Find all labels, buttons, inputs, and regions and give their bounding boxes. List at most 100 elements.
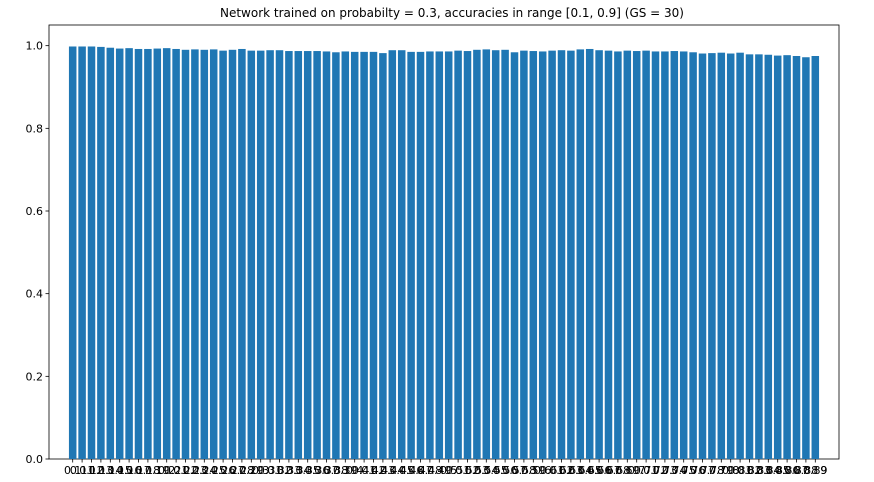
x-tick-label: 0.36 — [305, 464, 330, 477]
bar-0.7 — [632, 51, 641, 459]
bar-0.2 — [162, 48, 171, 460]
bar-0.66 — [595, 50, 603, 460]
x-tick-label: 0.34 — [286, 464, 311, 477]
bar-0.84 — [764, 54, 773, 459]
bar-0.59 — [529, 51, 538, 459]
x-tick-label: 0.6 — [534, 464, 552, 477]
bar-0.23 — [191, 49, 199, 459]
bar-0.32 — [275, 50, 284, 460]
bar-0.48 — [426, 51, 434, 459]
bar-0.73 — [661, 51, 669, 459]
x-tick-label: 0.44 — [380, 464, 405, 477]
bar-0.14 — [106, 47, 115, 459]
bar-0.53 — [473, 49, 481, 460]
bar-0.76 — [689, 52, 697, 459]
x-tick-label: 0.27 — [220, 464, 245, 477]
bar-0.12 — [87, 46, 96, 460]
x-tick-label: 0.19 — [145, 464, 170, 477]
bar-0.56 — [501, 49, 509, 460]
chart-title: Network trained on probabilty = 0.3, acc… — [220, 6, 684, 20]
plot-area-frame — [48, 24, 840, 460]
bar-0.4 — [350, 51, 359, 460]
bar-0.54 — [482, 49, 491, 459]
x-tick-label: 0.49 — [427, 464, 452, 477]
x-tick-label: 0.59 — [521, 464, 546, 477]
bar-0.6 — [538, 51, 547, 459]
bar-0.42 — [369, 51, 378, 460]
bar-0.27 — [228, 49, 237, 460]
x-tick-label: 0.53 — [465, 464, 490, 477]
bar-0.17 — [134, 48, 143, 459]
bar-0.64 — [576, 49, 585, 459]
bar-0.29 — [247, 50, 256, 459]
bar-0.28 — [238, 48, 246, 459]
x-tick-label: 0.65 — [577, 464, 602, 477]
x-tick-label: 0.68 — [606, 464, 631, 477]
bar-0.18 — [144, 48, 152, 459]
bar-0.51 — [454, 50, 462, 459]
x-tick-label: 0.61 — [540, 464, 565, 477]
x-tick-label: 0.72 — [643, 464, 668, 477]
x-tick-label: 0.48 — [418, 464, 443, 477]
x-tick-label: 0.54 — [474, 464, 499, 477]
x-tick-label: 0.42 — [361, 464, 386, 477]
bar-0.35 — [303, 51, 312, 459]
bar-0.74 — [670, 51, 679, 459]
x-tick-label: 0.3 — [252, 464, 270, 477]
bar-0.24 — [200, 49, 209, 460]
bar-0.87 — [792, 56, 801, 459]
bar-0.83 — [755, 54, 763, 459]
x-tick-label: 0.21 — [164, 464, 189, 477]
x-tick-label: 0.71 — [634, 464, 659, 477]
x-tick-label: 0.37 — [314, 464, 339, 477]
bar-0.82 — [745, 54, 754, 459]
y-axis: 0.0 0.2 0.4 0.6 0.8 1.0 — [26, 40, 49, 466]
x-tick-label: 0.67 — [596, 464, 621, 477]
x-tick-label: 0.89 — [803, 464, 828, 477]
bar-0.72 — [651, 51, 660, 459]
x-tick-label: 0.12 — [79, 464, 104, 477]
bar-0.55 — [491, 50, 500, 460]
x-tick-label: 0.87 — [784, 464, 809, 477]
x-tick-label: 0.1 — [64, 464, 82, 477]
bar-0.71 — [642, 50, 650, 459]
bar-0.79 — [717, 52, 726, 459]
bar-0.69 — [623, 50, 632, 459]
bar-0.13 — [97, 46, 105, 459]
x-tick-label: 0.41 — [352, 464, 377, 477]
x-tick-label: 0.11 — [70, 464, 95, 477]
x-tick-label: 0.38 — [324, 464, 349, 477]
bar-0.77 — [698, 53, 707, 460]
x-tick-label: 0.15 — [107, 464, 132, 477]
x-tick-label: 0.31 — [258, 464, 283, 477]
x-tick-label: 0.18 — [136, 464, 161, 477]
x-tick-label: 0.22 — [173, 464, 198, 477]
x-tick-label: 0.58 — [512, 464, 537, 477]
bar-0.75 — [679, 51, 688, 459]
bar-0.16 — [125, 48, 133, 460]
bar-0.36 — [313, 51, 321, 459]
bar-0.46 — [407, 51, 415, 460]
x-tick-label: 0.83 — [747, 464, 772, 477]
x-tick-label: 0.88 — [794, 464, 819, 477]
x-tick-label: 0.33 — [277, 464, 302, 477]
x-tick-label: 0.52 — [455, 464, 480, 477]
bar-0.85 — [773, 55, 782, 460]
x-tick-label: 0.16 — [117, 464, 142, 477]
x-tick-label: 0.57 — [502, 464, 527, 477]
bar-0.31 — [266, 50, 274, 460]
bar-0.26 — [219, 50, 227, 459]
bar-0.45 — [397, 50, 406, 460]
bar-0.25 — [209, 49, 218, 459]
x-tick-label: 0.73 — [653, 464, 678, 477]
x-tick-label: 0.24 — [192, 464, 217, 477]
bar-0.62 — [557, 50, 566, 460]
bar-0.47 — [416, 51, 425, 460]
x-tick-label: 0.85 — [765, 464, 790, 477]
bar-0.52 — [463, 51, 472, 459]
x-tick-label: 0.28 — [230, 464, 255, 477]
y-tick-label: 0.8 — [26, 122, 44, 135]
bar-0.38 — [332, 52, 340, 459]
x-tick-label: 0.5 — [440, 464, 458, 477]
